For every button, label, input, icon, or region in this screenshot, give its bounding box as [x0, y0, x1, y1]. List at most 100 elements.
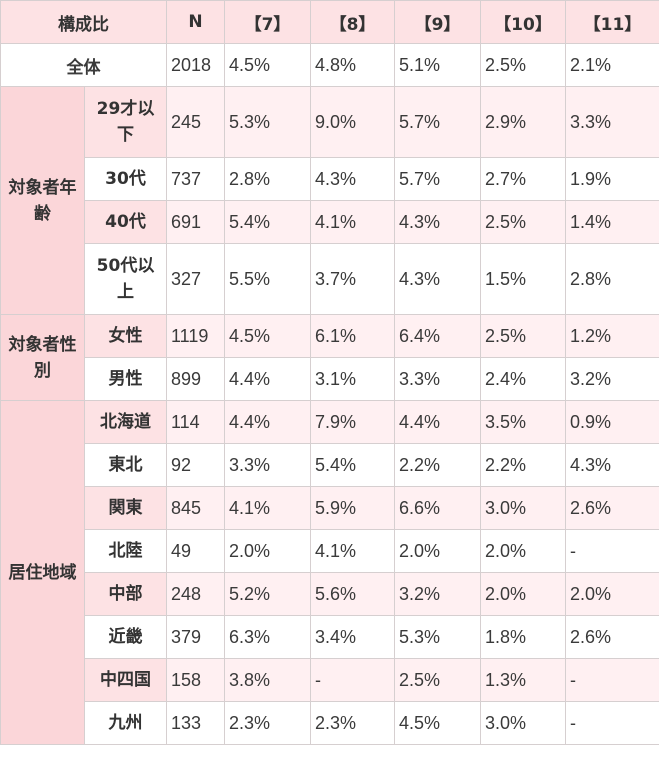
total-row: 全体 2018 4.5% 4.8% 5.1% 2.5% 2.1% — [0, 43, 659, 87]
table-row: 30代 737 2.8% 4.3% 5.7% 2.7% 1.9% — [1, 157, 659, 201]
value-cell: 2.6% — [565, 615, 659, 659]
value-cell: 3.7% — [310, 243, 395, 315]
table-row: 東北 92 3.3% 5.4% 2.2% 2.2% 4.3% — [1, 443, 659, 487]
total-cell: 2.5% — [480, 43, 566, 87]
value-cell: 5.4% — [224, 200, 311, 244]
value-cell: 3.3% — [565, 86, 659, 158]
column-header-n: N — [166, 0, 225, 44]
value-cell: 3.2% — [394, 572, 481, 616]
value-cell: 1.8% — [480, 615, 566, 659]
n-cell: 379 — [166, 615, 225, 659]
value-cell: 4.1% — [224, 486, 311, 530]
composition-header: 構成比 — [0, 0, 167, 44]
value-cell: - — [565, 529, 659, 573]
composition-table: 構成比 N 【7】 【8】 【9】 【10】 【11】 全体 2018 4.5%… — [0, 0, 659, 745]
table-row: 居住地域 北海道 114 4.4% 7.9% 4.4% 3.5% 0.9% — [0, 400, 659, 745]
value-cell: 2.0% — [480, 572, 566, 616]
value-cell: 4.3% — [394, 200, 481, 244]
value-cell: 4.4% — [224, 400, 311, 444]
row-label: 50代以上 — [84, 243, 167, 315]
value-cell: 3.3% — [394, 357, 481, 401]
n-cell: 1119 — [166, 314, 225, 358]
row-label: 北陸 — [84, 529, 167, 573]
value-cell: 2.7% — [480, 157, 566, 201]
value-cell: 2.3% — [310, 701, 395, 745]
value-cell: 4.3% — [310, 157, 395, 201]
value-cell: 0.9% — [565, 400, 659, 444]
value-cell: 3.1% — [310, 357, 395, 401]
value-cell: 1.9% — [565, 157, 659, 201]
value-cell: 4.3% — [394, 243, 481, 315]
value-cell: 2.0% — [480, 529, 566, 573]
n-cell: 133 — [166, 701, 225, 745]
table-row: 中部 248 5.2% 5.6% 3.2% 2.0% 2.0% — [1, 572, 659, 616]
value-cell: 5.3% — [224, 86, 311, 158]
n-cell: 899 — [166, 357, 225, 401]
value-cell: 2.0% — [394, 529, 481, 573]
value-cell: 3.0% — [480, 701, 566, 745]
row-label: 女性 — [84, 314, 167, 358]
value-cell: 2.5% — [394, 658, 481, 702]
value-cell: 5.4% — [310, 443, 395, 487]
value-cell: 2.2% — [480, 443, 566, 487]
value-cell: 2.0% — [224, 529, 311, 573]
row-label: 東北 — [84, 443, 167, 487]
value-cell: 5.7% — [394, 157, 481, 201]
value-cell: 4.1% — [310, 529, 395, 573]
row-label: 中部 — [84, 572, 167, 616]
value-cell: 2.8% — [224, 157, 311, 201]
n-cell: 327 — [166, 243, 225, 315]
value-cell: 7.9% — [310, 400, 395, 444]
value-cell: 2.4% — [480, 357, 566, 401]
value-cell: 2.3% — [224, 701, 311, 745]
n-cell: 245 — [166, 86, 225, 158]
value-cell: 5.9% — [310, 486, 395, 530]
value-cell: 2.9% — [480, 86, 566, 158]
value-cell: 5.6% — [310, 572, 395, 616]
value-cell: 3.0% — [480, 486, 566, 530]
value-cell: 6.1% — [310, 314, 395, 358]
n-cell: 691 — [166, 200, 225, 244]
value-cell: 3.8% — [224, 658, 311, 702]
value-cell: 4.4% — [394, 400, 481, 444]
table-row: 男性 899 4.4% 3.1% 3.3% 2.4% 3.2% — [1, 357, 659, 401]
n-cell: 737 — [166, 157, 225, 201]
group-label-gender: 対象者性別 — [0, 314, 85, 401]
table-row: 40代 691 5.4% 4.1% 4.3% 2.5% 1.4% — [1, 200, 659, 244]
table-row: 50代以上 327 5.5% 3.7% 4.3% 1.5% 2.8% — [1, 243, 659, 315]
table-row: 近畿 379 6.3% 3.4% 5.3% 1.8% 2.6% — [1, 615, 659, 659]
column-header-10: 【10】 — [480, 0, 566, 44]
total-n: 2018 — [166, 43, 225, 87]
table-row: 九州 133 2.3% 2.3% 4.5% 3.0% - — [1, 701, 659, 745]
total-label: 全体 — [0, 43, 167, 87]
table-row: 対象者性別 女性 1119 4.5% 6.1% 6.4% 2.5% 1.2% — [0, 314, 659, 401]
row-label: 40代 — [84, 200, 167, 244]
value-cell: 3.4% — [310, 615, 395, 659]
row-label: 北海道 — [84, 400, 167, 444]
row-label: 関東 — [84, 486, 167, 530]
total-cell: 2.1% — [565, 43, 659, 87]
row-label: 中四国 — [84, 658, 167, 702]
value-cell: 5.7% — [394, 86, 481, 158]
value-cell: 5.2% — [224, 572, 311, 616]
value-cell: 2.8% — [565, 243, 659, 315]
header-row: 構成比 N 【7】 【8】 【9】 【10】 【11】 — [0, 0, 659, 44]
value-cell: 1.2% — [565, 314, 659, 358]
column-header-7: 【7】 — [224, 0, 311, 44]
column-header-8: 【8】 — [310, 0, 395, 44]
value-cell: 2.5% — [480, 314, 566, 358]
value-cell: 1.4% — [565, 200, 659, 244]
group-label-region: 居住地域 — [0, 400, 85, 745]
row-label: 近畿 — [84, 615, 167, 659]
value-cell: 5.3% — [394, 615, 481, 659]
value-cell: 4.5% — [394, 701, 481, 745]
table-row: 北陸 49 2.0% 4.1% 2.0% 2.0% - — [1, 529, 659, 573]
n-cell: 158 — [166, 658, 225, 702]
row-label: 29才以下 — [84, 86, 167, 158]
value-cell: 3.5% — [480, 400, 566, 444]
value-cell: - — [565, 701, 659, 745]
n-cell: 114 — [166, 400, 225, 444]
n-cell: 49 — [166, 529, 225, 573]
value-cell: 6.4% — [394, 314, 481, 358]
value-cell: 1.5% — [480, 243, 566, 315]
